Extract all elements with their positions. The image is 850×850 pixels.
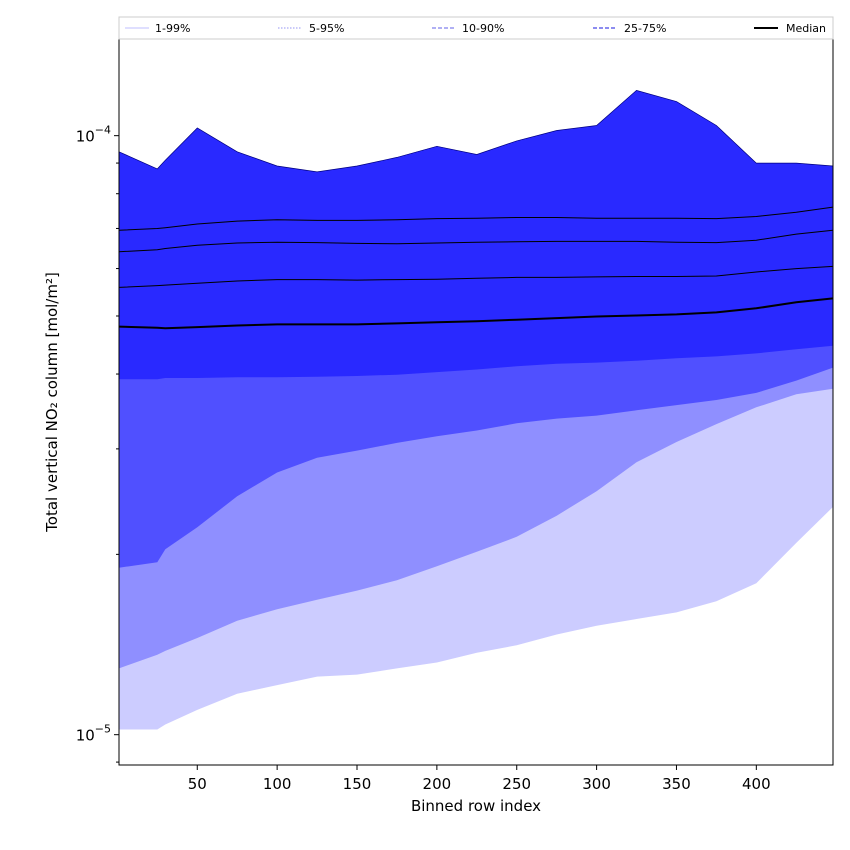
x-tick-label: 400 <box>742 775 771 793</box>
legend-label: Median <box>786 22 826 35</box>
legend-frame <box>118 16 834 40</box>
bands-layer <box>119 90 833 730</box>
lines-layer <box>119 90 833 330</box>
x-tick-label: 300 <box>582 775 611 793</box>
x-tick-label: 350 <box>662 775 691 793</box>
y-tick-label: 10−4 <box>76 124 111 146</box>
x-tick-label: 150 <box>343 775 372 793</box>
legend-label: 1-99% <box>155 22 190 35</box>
x-tick-label: 100 <box>263 775 292 793</box>
series-line-95th percentile <box>119 206 833 231</box>
x-tick-label: 250 <box>502 775 531 793</box>
legend-label: 25-75% <box>624 22 666 35</box>
y-tick-label: 10−5 <box>76 723 111 745</box>
x-axis-label: Binned row index <box>411 797 541 815</box>
band-25-75% <box>119 90 833 380</box>
x-axis: 50 100 150 200 250 300 350 400 <box>188 765 771 793</box>
y-axis: 10−5 10−4 <box>76 124 119 763</box>
series-line-90th percentile <box>119 229 833 253</box>
series-line-Median <box>119 297 833 330</box>
legend-label: 5-95% <box>309 22 344 35</box>
x-tick-label: 200 <box>423 775 452 793</box>
legend: 1-99% 5-95% 10-90% 25-75% Median <box>118 16 834 40</box>
y-axis-label: Total vertical NO₂ column [mol/m²] <box>43 272 61 533</box>
x-tick-label: 50 <box>188 775 207 793</box>
upper-envelope-line <box>119 90 833 173</box>
legend-label: 10-90% <box>462 22 504 35</box>
series-line-75th percentile <box>119 265 833 288</box>
